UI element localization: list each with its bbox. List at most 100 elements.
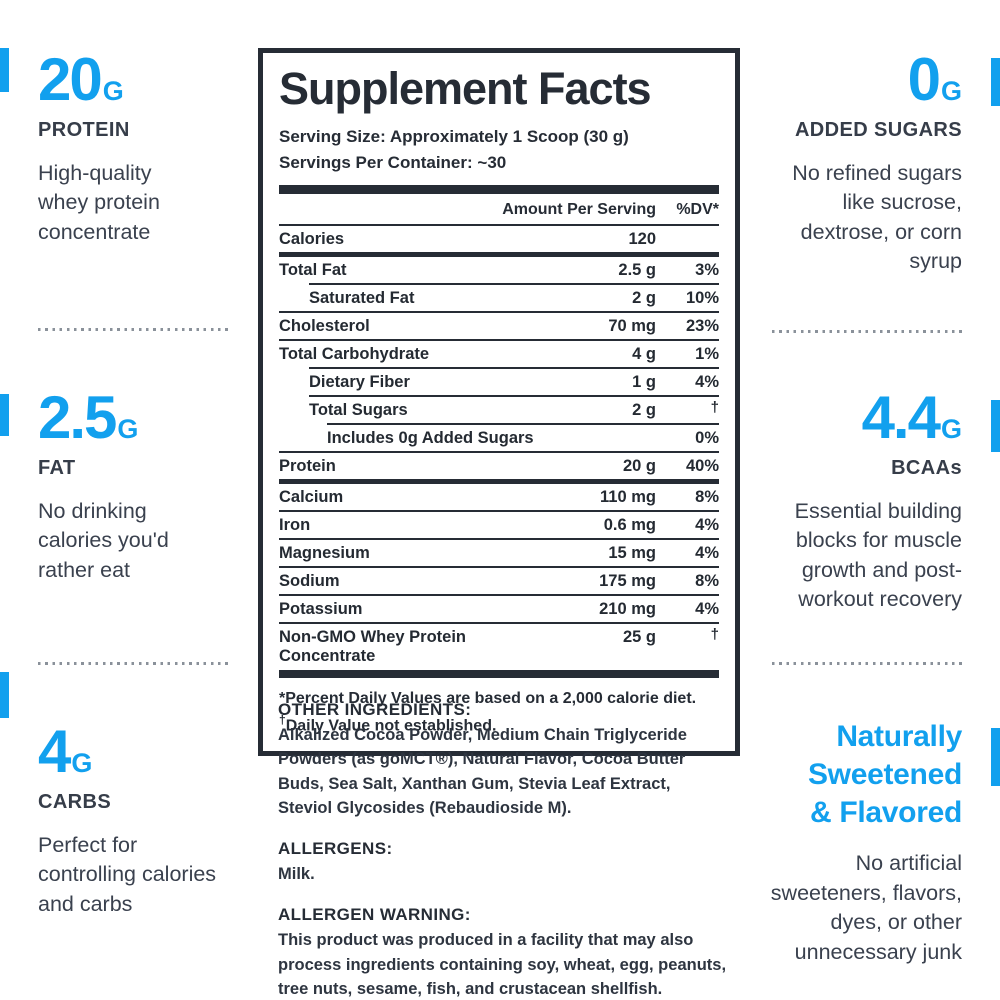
nutrient-amount: 110 mg [600,487,656,506]
row-separator [327,423,719,426]
nutrient-row: Magnesium 15 mg 4% [279,540,719,566]
unit-g: G [940,76,962,106]
nutrient-dv: 0% [695,428,719,447]
fat-label: FAT [38,457,76,479]
nutrient-dv: 4% [695,599,719,618]
callout-naturally-sweetened: Naturally Sweetened & Flavored No artifi… [742,718,963,967]
nutrient-row: Cholesterol 70 mg 23% [279,313,719,339]
nutrient-dv: 4% [695,515,719,534]
callout-fat: 2.5G FAT No drinking calories you'd rath… [38,388,243,585]
thick-rule [279,185,719,195]
unit-g: G [102,76,124,106]
nutrient-name: Potassium [279,599,363,618]
serving-size: Serving Size: Approximately 1 Scoop (30 … [279,126,629,146]
row-separator [279,566,719,569]
ingredients-info-column: OTHER INGREDIENTS: Alkalized Cocoa Powde… [278,700,728,1000]
row-separator [279,451,719,454]
row-separator [309,367,719,370]
dv-column-header: %DV* [676,201,719,219]
accent-bar [991,728,1000,786]
nutrient-name: Iron [279,515,311,534]
servings-per-container: Servings Per Container: ~30 [279,152,507,172]
nutrient-row: Protein 20 g 40% [279,453,719,479]
row-separator [279,311,719,314]
nutrient-amount: 210 mg [599,599,656,618]
nutrient-name: Includes 0g Added Sugars [327,428,534,447]
thick-rule-bottom [279,670,719,679]
bcaas-description: Essential building blocks for muscle gro… [794,499,962,612]
nutrient-name: Protein [279,456,336,475]
unit-g: G [940,414,962,444]
nutrient-row: Total Fat 2.5 g 3% [279,257,719,283]
naturally-sweetened-heading: Naturally Sweetened & Flavored [807,720,962,830]
nutrient-dv: 8% [695,571,719,590]
facts-footnotes: *Percent Daily Values are based on a 2,0… [279,678,719,738]
nutrient-dv: 3% [695,260,719,279]
nutrient-name: Total Sugars [309,400,408,419]
callout-bcaas: 4.4G BCAAs Essential building blocks for… [742,388,962,615]
nutrient-dv: † [710,398,719,416]
dotted-separator [772,330,962,333]
nutrient-amount: 1 g [632,372,656,391]
nutrient-dv: 40% [685,456,719,475]
added-sugars-description: No refined sugars like sucrose, dextrose… [792,161,962,274]
dotted-separator [772,662,962,665]
nutrient-amount: 25 g [622,627,656,646]
callout-carbs: 4G CARBS Perfect for controlling calorie… [38,722,243,919]
nutrient-dv: 10% [685,288,719,307]
carbs-label: CARBS [38,791,112,813]
nutrient-row: Calcium 110 mg 8% [279,484,719,510]
protein-label: PROTEIN [38,119,130,141]
row-separator [279,538,719,541]
row-separator [279,622,719,625]
bcaas-grams: 4.4G [861,384,962,451]
nutrient-name: Cholesterol [279,316,370,335]
nutrient-row: Dietary Fiber 1 g 4% [279,369,719,395]
accent-bar [991,58,1000,106]
nutrient-dv: 4% [695,372,719,391]
added-sugars-label: ADDED SUGARS [794,119,962,141]
protein-description: High-quality whey protein concentrate [38,161,160,244]
other-ingredients-heading: OTHER INGREDIENTS: [278,700,472,719]
nutrient-dv: 1% [695,344,719,363]
nutrient-row: Iron 0.6 mg 4% [279,512,719,538]
nutrient-row: Sodium 175 mg 8% [279,568,719,594]
nutrient-amount: 2 g [632,288,656,307]
row-separator [309,395,719,398]
supplement-facts-panel: Supplement Facts Serving Size: Approxima… [258,48,740,756]
nutrient-row: Total Carbohydrate 4 g 1% [279,341,719,367]
nutrient-name: Non-GMO Whey Protein Concentrate [279,627,466,665]
carbs-description: Perfect for controlling calories and car… [38,833,217,916]
dagger-symbol: † [279,713,286,728]
nutrient-dv: 8% [695,487,719,506]
accent-bar [991,400,1000,452]
row-separator [309,283,719,286]
naturally-sweetened-description: No artificial sweeteners, flavors, dyes,… [770,851,962,964]
dotted-separator [38,662,228,665]
callout-protein: 20G PROTEIN High-quality whey protein co… [38,50,243,247]
nutrient-amount: 2.5 g [618,260,656,279]
allergens-body: Milk. [278,865,315,883]
nutrient-amount: 120 [628,229,656,248]
nutrient-dv: † [710,625,719,643]
facts-rows: Calories 120 Total Fat 2.5 g 3% Saturated Fat… [279,226,719,669]
nutrient-name: Calcium [279,487,344,506]
accent-bar [0,48,9,92]
bcaas-label: BCAAs [891,457,962,479]
callout-added-sugars: 0G ADDED SUGARS No refined sugars like s… [742,50,962,277]
facts-title: Supplement Facts [279,63,652,114]
footnote-daily-values: *Percent Daily Values are based on a 2,0… [279,690,697,708]
nutrient-row: Total Sugars 2 g † [279,397,719,423]
nutrient-amount: 175 mg [599,571,656,590]
nutrient-row: Saturated Fat 2 g 10% [279,285,719,311]
footnote-dv-not-established: †Daily Value not established. [279,713,497,735]
nutrient-name: Magnesium [279,543,370,562]
nutrient-amount: 0.6 mg [603,515,656,534]
nutrient-amount: 20 g [622,456,656,475]
nutrient-row: Calories 120 [279,226,719,252]
fat-description: No drinking calories you'd rather eat [38,499,169,582]
nutrient-dv: 4% [695,543,719,562]
carbs-grams: 4G [38,718,93,785]
nutrient-name: Saturated Fat [309,288,415,307]
